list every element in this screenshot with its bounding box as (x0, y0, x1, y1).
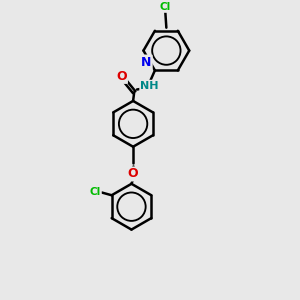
Text: Cl: Cl (160, 2, 171, 12)
Text: O: O (128, 167, 138, 181)
Text: N: N (141, 56, 152, 68)
Text: NH: NH (140, 81, 159, 91)
Text: Cl: Cl (90, 187, 101, 197)
Text: O: O (116, 70, 127, 83)
